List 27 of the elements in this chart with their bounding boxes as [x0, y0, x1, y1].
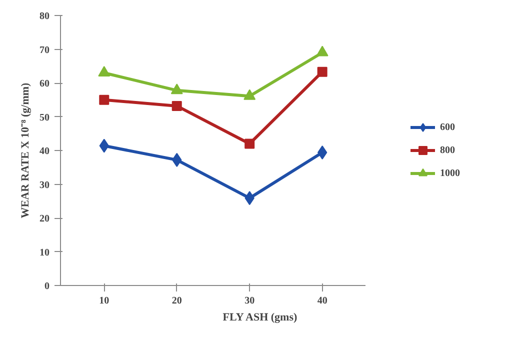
y-tick-label: 60	[40, 78, 50, 90]
y-tick-label: 50	[40, 112, 50, 124]
point	[244, 89, 256, 100]
x-tick-label: 20	[172, 296, 182, 306]
point	[244, 138, 255, 149]
x-tick-label: 30	[244, 296, 255, 306]
y-tick-label: 0	[44, 281, 50, 292]
legend-label: 1000	[440, 168, 460, 178]
y-tick-label: 70	[40, 44, 50, 56]
legend-label: 800	[440, 144, 456, 156]
y-tick-label: 30	[40, 180, 50, 191]
point	[98, 66, 110, 77]
x-axis-title: FLY ASH (gms)	[222, 312, 298, 324]
y-tick-label: 10	[40, 247, 50, 258]
x-tick-label: 10	[99, 296, 110, 306]
y-tick-label: 40	[40, 146, 50, 157]
point	[317, 66, 328, 77]
legend-label: 600	[440, 122, 456, 132]
point	[316, 46, 328, 56]
y-tick-label: 20	[40, 214, 50, 224]
point	[99, 94, 110, 105]
y-tick-label: 80	[40, 11, 50, 22]
point	[317, 146, 328, 160]
y-axis-title: WEAR RATE X 10⁻⁸ (g/mm)	[20, 82, 32, 218]
point	[172, 100, 182, 111]
point	[170, 84, 183, 94]
x-tick-label: 40	[317, 296, 328, 306]
